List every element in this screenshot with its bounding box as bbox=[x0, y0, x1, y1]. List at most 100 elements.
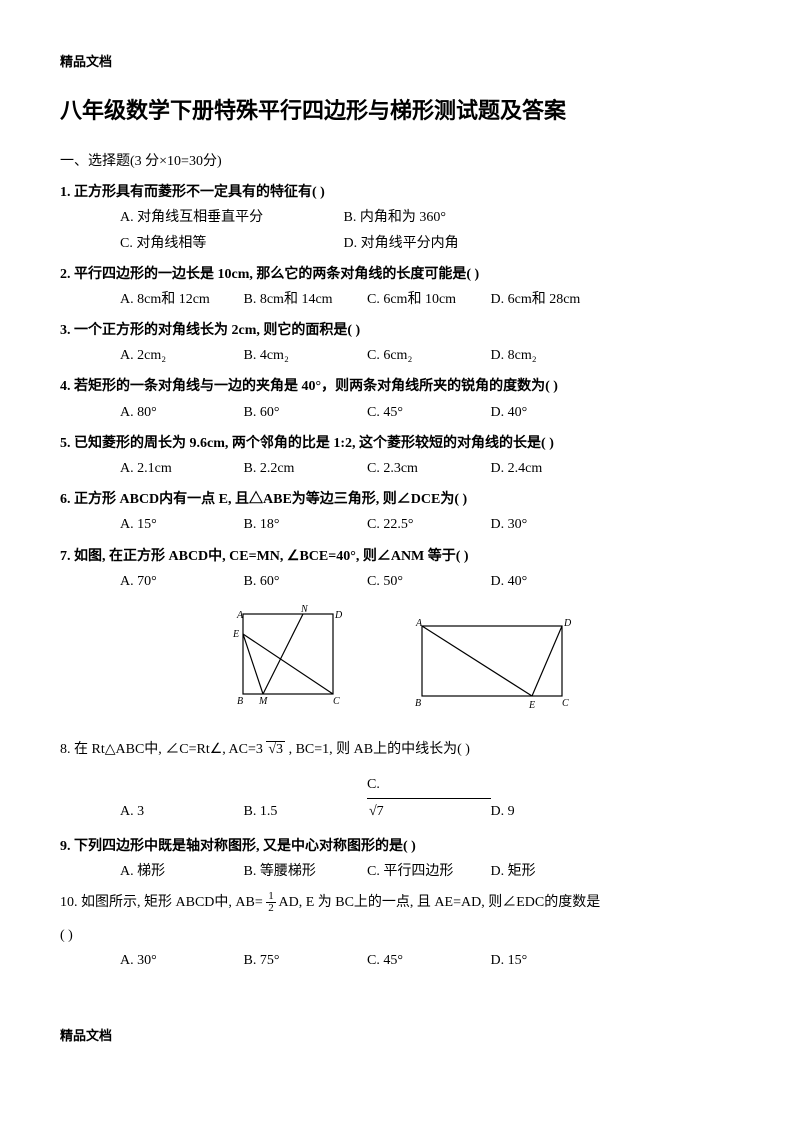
svg-text:A: A bbox=[236, 610, 244, 621]
q10-opt-a: A. 30° bbox=[120, 948, 240, 973]
svg-text:C: C bbox=[333, 696, 340, 707]
q5-opt-a: A. 2.1cm bbox=[120, 456, 240, 481]
q10-opt-c: C. 45° bbox=[367, 948, 487, 973]
q10-options: A. 30° B. 75° C. 45° D. 15° bbox=[60, 948, 740, 973]
q10-pre: 10. 如图所示, 矩形 ABCD中, AB= bbox=[60, 895, 266, 910]
q3-options: A. 2cm₂ B. 4cm₂ C. 6cm₂ D. 8cm₂ bbox=[60, 343, 740, 368]
svg-text:D: D bbox=[334, 610, 343, 621]
q5-opt-c: C. 2.3cm bbox=[367, 456, 487, 481]
figure-q10: A D B E C bbox=[407, 614, 577, 714]
q8-opt-a: A. 3 bbox=[120, 799, 240, 824]
q1-options: A. 对角线互相垂直平分 B. 内角和为 360° C. 对角线相等 D. 对角… bbox=[60, 205, 740, 255]
q6-text: 6. 正方形 ABCD内有一点 E, 且△ABE为等边三角形, 则∠DCE为( … bbox=[60, 487, 740, 512]
q8-options: A. 3 B. 1.5 C. √7 D. 9 bbox=[60, 772, 740, 823]
q3-opt-b: B. 4cm₂ bbox=[244, 343, 364, 368]
svg-text:E: E bbox=[232, 629, 239, 640]
svg-text:B: B bbox=[237, 696, 243, 707]
q10-text: 10. 如图所示, 矩形 ABCD中, AB= 1 2 AD, E 为 BC上的… bbox=[60, 890, 740, 915]
q3-opt-c: C. 6cm₂ bbox=[367, 343, 487, 368]
q8-opt-c: C. √7 bbox=[367, 772, 487, 823]
question-2: 2. 平行四边形的一边长是 10cm, 那么它的两条对角线的长度可能是( ) A… bbox=[60, 262, 740, 312]
q4-opt-c: C. 45° bbox=[367, 400, 487, 425]
figures-row: A N D E B M C A D B E C bbox=[60, 604, 740, 723]
question-9: 9. 下列四边形中既是轴对称图形, 又是中心对称图形的是( ) A. 梯形 B.… bbox=[60, 834, 740, 884]
q3-opt-a: A. 2cm₂ bbox=[120, 343, 240, 368]
q8-pre: 8. 在 Rt△ABC中, ∠C=Rt∠, AC=3 bbox=[60, 742, 266, 757]
question-7: 7. 如图, 在正方形 ABCD中, CE=MN, ∠BCE=40°, 则∠AN… bbox=[60, 544, 740, 594]
q4-opt-d: D. 40° bbox=[491, 400, 611, 425]
question-8: 8. 在 Rt△ABC中, ∠C=Rt∠, AC=3 √3 , BC=1, 则 … bbox=[60, 737, 740, 824]
q6-opt-b: B. 18° bbox=[244, 512, 364, 537]
q9-opt-c: C. 平行四边形 bbox=[367, 859, 487, 884]
q9-opt-a: A. 梯形 bbox=[120, 859, 240, 884]
question-4: 4. 若矩形的一条对角线与一边的夹角是 40°，则两条对角线所夹的锐角的度数为(… bbox=[60, 374, 740, 424]
question-5: 5. 已知菱形的周长为 9.6cm, 两个邻角的比是 1:2, 这个菱形较短的对… bbox=[60, 431, 740, 481]
q9-text: 9. 下列四边形中既是轴对称图形, 又是中心对称图形的是( ) bbox=[60, 834, 740, 859]
q1-opt-c: C. 对角线相等 bbox=[120, 231, 340, 256]
q7-opt-d: D. 40° bbox=[491, 569, 611, 594]
q6-options: A. 15° B. 18° C. 22.5° D. 30° bbox=[60, 512, 740, 537]
q6-opt-c: C. 22.5° bbox=[367, 512, 487, 537]
question-3: 3. 一个正方形的对角线长为 2cm, 则它的面积是( ) A. 2cm₂ B.… bbox=[60, 318, 740, 368]
q9-opt-d: D. 矩形 bbox=[491, 859, 611, 884]
q8-c-pre: C. bbox=[367, 772, 487, 797]
q7-options: A. 70° B. 60° C. 50° D. 40° bbox=[60, 569, 740, 594]
page-title: 八年级数学下册特殊平行四边形与梯形测试题及答案 bbox=[60, 91, 740, 131]
q6-opt-d: D. 30° bbox=[491, 512, 611, 537]
q7-opt-b: B. 60° bbox=[244, 569, 364, 594]
q2-options: A. 8cm和 12cm B. 8cm和 14cm C. 6cm和 10cm D… bbox=[60, 287, 740, 312]
svg-text:D: D bbox=[563, 618, 572, 629]
q9-options: A. 梯形 B. 等腰梯形 C. 平行四边形 D. 矩形 bbox=[60, 859, 740, 884]
q10-frac: 1 2 bbox=[266, 891, 276, 914]
q1-opt-a: A. 对角线互相垂直平分 bbox=[120, 205, 340, 230]
q10-frac-den: 2 bbox=[266, 903, 276, 914]
q1-opt-d: D. 对角线平分内角 bbox=[344, 231, 564, 256]
svg-text:E: E bbox=[528, 700, 535, 711]
q4-text: 4. 若矩形的一条对角线与一边的夹角是 40°，则两条对角线所夹的锐角的度数为(… bbox=[60, 374, 740, 399]
q5-opt-d: D. 2.4cm bbox=[491, 456, 611, 481]
svg-text:A: A bbox=[415, 618, 423, 629]
q1-opt-b: B. 内角和为 360° bbox=[344, 205, 564, 230]
q7-opt-a: A. 70° bbox=[120, 569, 240, 594]
q10-paren: ( ) bbox=[60, 923, 740, 948]
q1-text: 1. 正方形具有而菱形不一定具有的特征有( ) bbox=[60, 180, 740, 205]
q2-opt-b: B. 8cm和 14cm bbox=[244, 287, 364, 312]
q8-sqrt: √3 bbox=[266, 741, 285, 757]
q8-opt-b: B. 1.5 bbox=[244, 799, 364, 824]
svg-text:M: M bbox=[258, 696, 268, 707]
q2-opt-a: A. 8cm和 12cm bbox=[120, 287, 240, 312]
section-header: 一、选择题(3 分×10=30分) bbox=[60, 149, 740, 174]
q10-post: AD, E 为 BC上的一点, 且 AE=AD, 则∠EDC的度数是 bbox=[278, 895, 600, 910]
question-10: 10. 如图所示, 矩形 ABCD中, AB= 1 2 AD, E 为 BC上的… bbox=[60, 890, 740, 974]
header-label: 精品文档 bbox=[60, 50, 740, 73]
q3-opt-d: D. 8cm₂ bbox=[491, 343, 611, 368]
svg-text:C: C bbox=[562, 698, 569, 709]
footer-label: 精品文档 bbox=[60, 1024, 740, 1047]
question-6: 6. 正方形 ABCD内有一点 E, 且△ABE为等边三角形, 则∠DCE为( … bbox=[60, 487, 740, 537]
q3-text-span: 3. 一个正方形的对角线长为 2cm, 则它的面积是( ) bbox=[60, 323, 360, 338]
svg-text:B: B bbox=[415, 698, 421, 709]
q3-text: 3. 一个正方形的对角线长为 2cm, 则它的面积是( ) bbox=[60, 318, 740, 343]
q8-text: 8. 在 Rt△ABC中, ∠C=Rt∠, AC=3 √3 , BC=1, 则 … bbox=[60, 737, 740, 762]
q2-opt-d: D. 6cm和 28cm bbox=[491, 287, 611, 312]
q10-opt-b: B. 75° bbox=[244, 948, 364, 973]
q4-options: A. 80° B. 60° C. 45° D. 40° bbox=[60, 400, 740, 425]
figure-q7: A N D E B M C bbox=[223, 604, 353, 714]
q7-opt-c: C. 50° bbox=[367, 569, 487, 594]
svg-text:N: N bbox=[300, 604, 309, 615]
q4-opt-a: A. 80° bbox=[120, 400, 240, 425]
q2-opt-c: C. 6cm和 10cm bbox=[367, 287, 487, 312]
q10-opt-d: D. 15° bbox=[491, 948, 611, 973]
q8-opt-d: D. 9 bbox=[491, 799, 611, 824]
q5-text: 5. 已知菱形的周长为 9.6cm, 两个邻角的比是 1:2, 这个菱形较短的对… bbox=[60, 431, 740, 456]
q9-opt-b: B. 等腰梯形 bbox=[244, 859, 364, 884]
q8-post: , BC=1, 则 AB上的中线长为( ) bbox=[289, 742, 470, 757]
q4-opt-b: B. 60° bbox=[244, 400, 364, 425]
q8-c-sqrt: √7 bbox=[367, 798, 491, 824]
q5-opt-b: B. 2.2cm bbox=[244, 456, 364, 481]
q5-options: A. 2.1cm B. 2.2cm C. 2.3cm D. 2.4cm bbox=[60, 456, 740, 481]
q6-opt-a: A. 15° bbox=[120, 512, 240, 537]
q2-text: 2. 平行四边形的一边长是 10cm, 那么它的两条对角线的长度可能是( ) bbox=[60, 262, 740, 287]
question-1: 1. 正方形具有而菱形不一定具有的特征有( ) A. 对角线互相垂直平分 B. … bbox=[60, 180, 740, 256]
q7-text: 7. 如图, 在正方形 ABCD中, CE=MN, ∠BCE=40°, 则∠AN… bbox=[60, 544, 740, 569]
